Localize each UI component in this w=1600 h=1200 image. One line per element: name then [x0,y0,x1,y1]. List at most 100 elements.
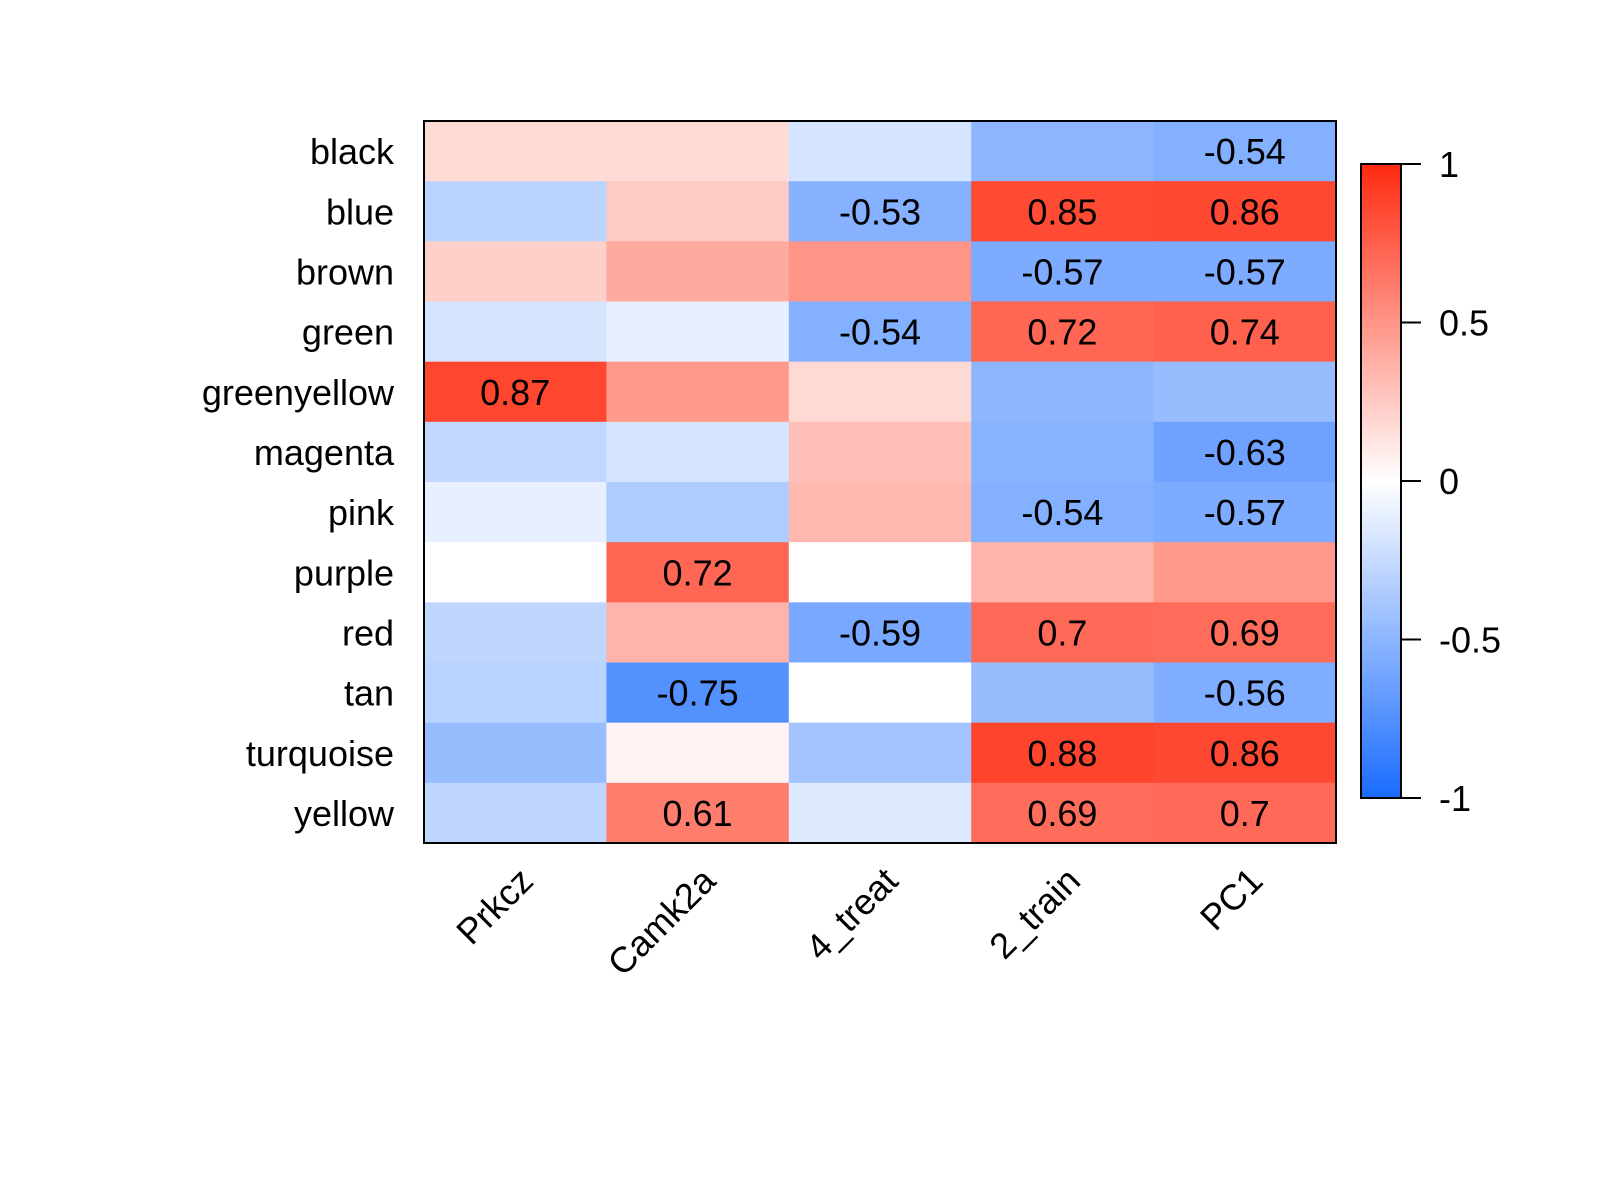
colorbar-segment [1361,433,1401,440]
colorbar-segment [1361,533,1401,540]
colorbar-segment [1361,787,1401,794]
colorbar-segment [1361,539,1401,545]
heatmap-cell [788,421,972,483]
colorbar-segment [1361,185,1401,192]
cell-value-label: -0.59 [839,612,921,653]
colorbar-segment [1361,676,1401,683]
colorbar-segment [1361,174,1401,181]
colorbar-segment [1361,697,1401,704]
colorbar-segment [1361,681,1401,688]
heatmap-cell [424,421,607,483]
row-labels: black blue brown green greenyellow magenta pin… [202,131,395,834]
heatmap-cell [1153,662,1337,724]
row-label-magenta: magenta [254,432,395,473]
colorbar-segment [1361,750,1401,757]
row-label-blue: blue [326,191,394,232]
heatmap-cell [606,181,790,242]
heatmap-cell [606,121,790,182]
cell-value-label: 0.72 [1027,312,1097,353]
heatmap-cell [1153,482,1337,543]
colorbar-segment [1361,634,1401,641]
cell-value-label: -0.53 [839,191,921,232]
colorbar-segment [1361,438,1401,445]
colorbar-segment [1361,200,1401,207]
heatmap-cell [424,722,607,784]
cell-value-label: 0.86 [1210,191,1280,232]
colorbar-segment [1361,708,1401,715]
colorbar-segment [1361,280,1401,287]
heatmap-cell [424,662,607,724]
colorbar-segment [1361,517,1401,524]
heatmap-cell [1153,542,1337,603]
row-label-tan: tan [344,673,394,714]
heatmap-cell [606,602,790,663]
colorbar-segment [1361,702,1401,709]
row-label-green: green [302,312,394,353]
heatmap-cell [424,482,607,543]
colorbar-segment [1361,243,1401,250]
colorbar-segment [1361,179,1401,186]
colorbar-segment [1361,322,1401,329]
heatmap-cell [788,602,972,663]
colorbar-segment [1361,338,1401,345]
colorbar-tick-label: 1 [1439,144,1459,185]
cell-value-label: -0.75 [657,673,739,714]
colorbar-segment [1361,391,1401,398]
colorbar-segment [1361,586,1401,593]
colorbar-segment [1361,311,1401,318]
colorbar-segment [1361,507,1401,514]
colorbar-segment [1361,576,1401,582]
colorbar-segment [1361,417,1401,424]
colorbar-segment [1361,734,1401,741]
cell-value-label: -0.57 [1204,492,1286,533]
colorbar-segment [1361,554,1401,561]
heatmap-cell [606,241,790,302]
heatmap-cell [1153,301,1337,363]
colorbar-segment [1361,644,1401,651]
colorbar-segment [1361,570,1401,577]
colorbar: 1 0.5 0 -0.5 -1 [1360,144,1501,819]
colorbar-segment [1361,232,1401,239]
colorbar-segment [1361,396,1401,403]
heatmap-cell [1153,722,1337,784]
colorbar-segment [1361,665,1401,672]
colorbar-segment [1361,428,1401,435]
heatmap-cell [606,301,790,363]
colorbar-segment [1361,274,1401,281]
colorbar-segment [1361,591,1401,598]
colorbar-segment [1361,771,1401,778]
colorbar-segment [1361,745,1401,752]
heatmap-cell [1153,421,1337,483]
colorbar-segment [1361,227,1401,234]
cell-value-label: 0.85 [1027,191,1097,232]
cell-value-label: 0.72 [663,552,733,593]
colorbar-segment [1361,375,1401,382]
colorbar-segment [1361,333,1401,339]
heatmap-cell [971,482,1155,543]
colorbar-segment [1361,449,1401,456]
colorbar-segment [1361,512,1401,519]
colorbar-segment [1361,481,1401,487]
heatmap-cell [1153,181,1337,242]
colorbar-segment [1361,724,1401,730]
colorbar-segment [1361,523,1401,530]
heatmap-cell [971,301,1155,363]
colorbar-segment [1361,607,1401,614]
heatmap-cell [606,482,790,543]
heatmap-cell [788,662,972,724]
colorbar-segment [1361,359,1401,366]
column-labels: Prkcz Camk2a 4_treat 2_train PC1 [448,859,1270,983]
colorbar-segment [1361,597,1401,604]
colorbar-segment [1361,343,1401,350]
colorbar-segment [1361,259,1401,265]
cell-value-label: 0.61 [663,793,733,834]
row-label-red: red [342,612,394,653]
cell-value-label: 0.88 [1027,733,1097,774]
colorbar-segment [1361,253,1401,260]
colorbar-segment [1361,671,1401,678]
colorbar-segment [1361,412,1401,419]
colorbar-segment [1361,475,1401,482]
colorbar-segment [1361,354,1401,361]
plot-border [423,120,1337,844]
column-label-4-treat: 4_treat [797,860,905,968]
